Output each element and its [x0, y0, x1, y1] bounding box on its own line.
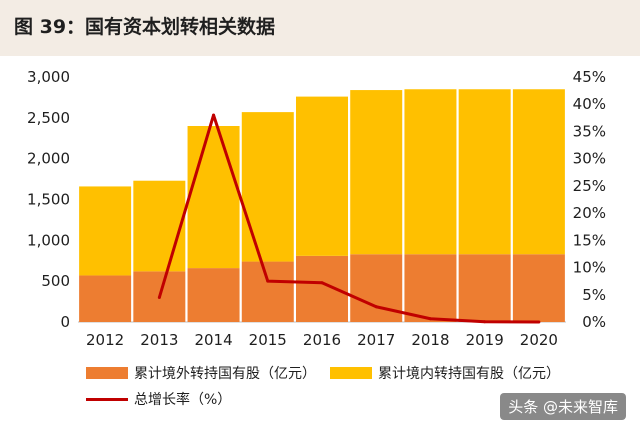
- bar-outer-2012: [79, 275, 132, 322]
- bar-outer-2015: [241, 261, 294, 322]
- growth-point-2020: [537, 320, 541, 324]
- y-left-tick-label: 0: [60, 313, 70, 331]
- watermark: 头条 @未来智库: [500, 393, 626, 420]
- bar-inner-2012: [79, 186, 132, 276]
- bar-inner-2014: [187, 126, 240, 269]
- y-left-tick-label: 1,500: [27, 191, 70, 209]
- bar-outer-2018: [404, 254, 457, 322]
- y-left-tick-label: 2,500: [27, 109, 70, 127]
- bar-outer-2019: [458, 254, 511, 322]
- x-tick-label: 2019: [466, 331, 504, 349]
- bar-inner-2020: [512, 89, 565, 255]
- growth-line: [157, 113, 539, 324]
- y-right-tick-label: 30%: [573, 150, 606, 168]
- header-band: 图 39：国有资本划转相关数据: [0, 0, 640, 56]
- bar-inner-2019: [458, 89, 511, 255]
- y-right-tick-label: 0%: [582, 313, 606, 331]
- x-tick-label: 2018: [411, 331, 449, 349]
- bar-inner-2015: [241, 112, 294, 262]
- y-right-tick-label: 20%: [573, 204, 606, 222]
- growth-point-2013: [157, 296, 161, 299]
- x-tick-label: 2016: [303, 331, 341, 349]
- x-tick-label: 2014: [194, 331, 232, 349]
- growth-point-2015: [266, 279, 270, 283]
- y-right-tick-label: 40%: [573, 95, 606, 113]
- y-left-tick-label: 3,000: [27, 68, 70, 86]
- bar-outer-2020: [512, 254, 565, 322]
- y-right-tick-label: 10%: [573, 259, 606, 277]
- x-tick-label: 2017: [357, 331, 395, 349]
- x-tick-label: 2020: [520, 331, 558, 349]
- growth-point-2014: [212, 113, 216, 117]
- growth-point-2019: [483, 320, 487, 324]
- growth-point-2017: [374, 305, 378, 309]
- bar-inner-2013: [133, 180, 186, 272]
- y-left-tick-label: 500: [41, 272, 70, 290]
- bar-outer-2016: [296, 255, 348, 322]
- y-right-tick-label: 25%: [573, 177, 606, 195]
- y-left-tick-label: 1,000: [27, 231, 70, 249]
- growth-point-2018: [428, 317, 432, 321]
- bar-outer-2014: [187, 268, 240, 322]
- chart-title: 图 39：国有资本划转相关数据: [14, 16, 276, 38]
- y-right-tick-label: 45%: [573, 68, 606, 86]
- growth-point-2016: [320, 281, 324, 285]
- x-tick-label: 2015: [249, 331, 287, 349]
- bar-inner-2018: [404, 89, 457, 255]
- x-tick-label: 2013: [140, 331, 178, 349]
- y-right-tick-label: 15%: [573, 231, 606, 249]
- x-tick-label: 2012: [86, 331, 124, 349]
- y-right-tick-label: 5%: [582, 286, 606, 304]
- bar-inner-2016: [296, 96, 348, 256]
- bar-inner-2017: [350, 90, 403, 255]
- y-left-tick-label: 2,000: [27, 150, 70, 168]
- y-right-tick-label: 35%: [573, 122, 606, 140]
